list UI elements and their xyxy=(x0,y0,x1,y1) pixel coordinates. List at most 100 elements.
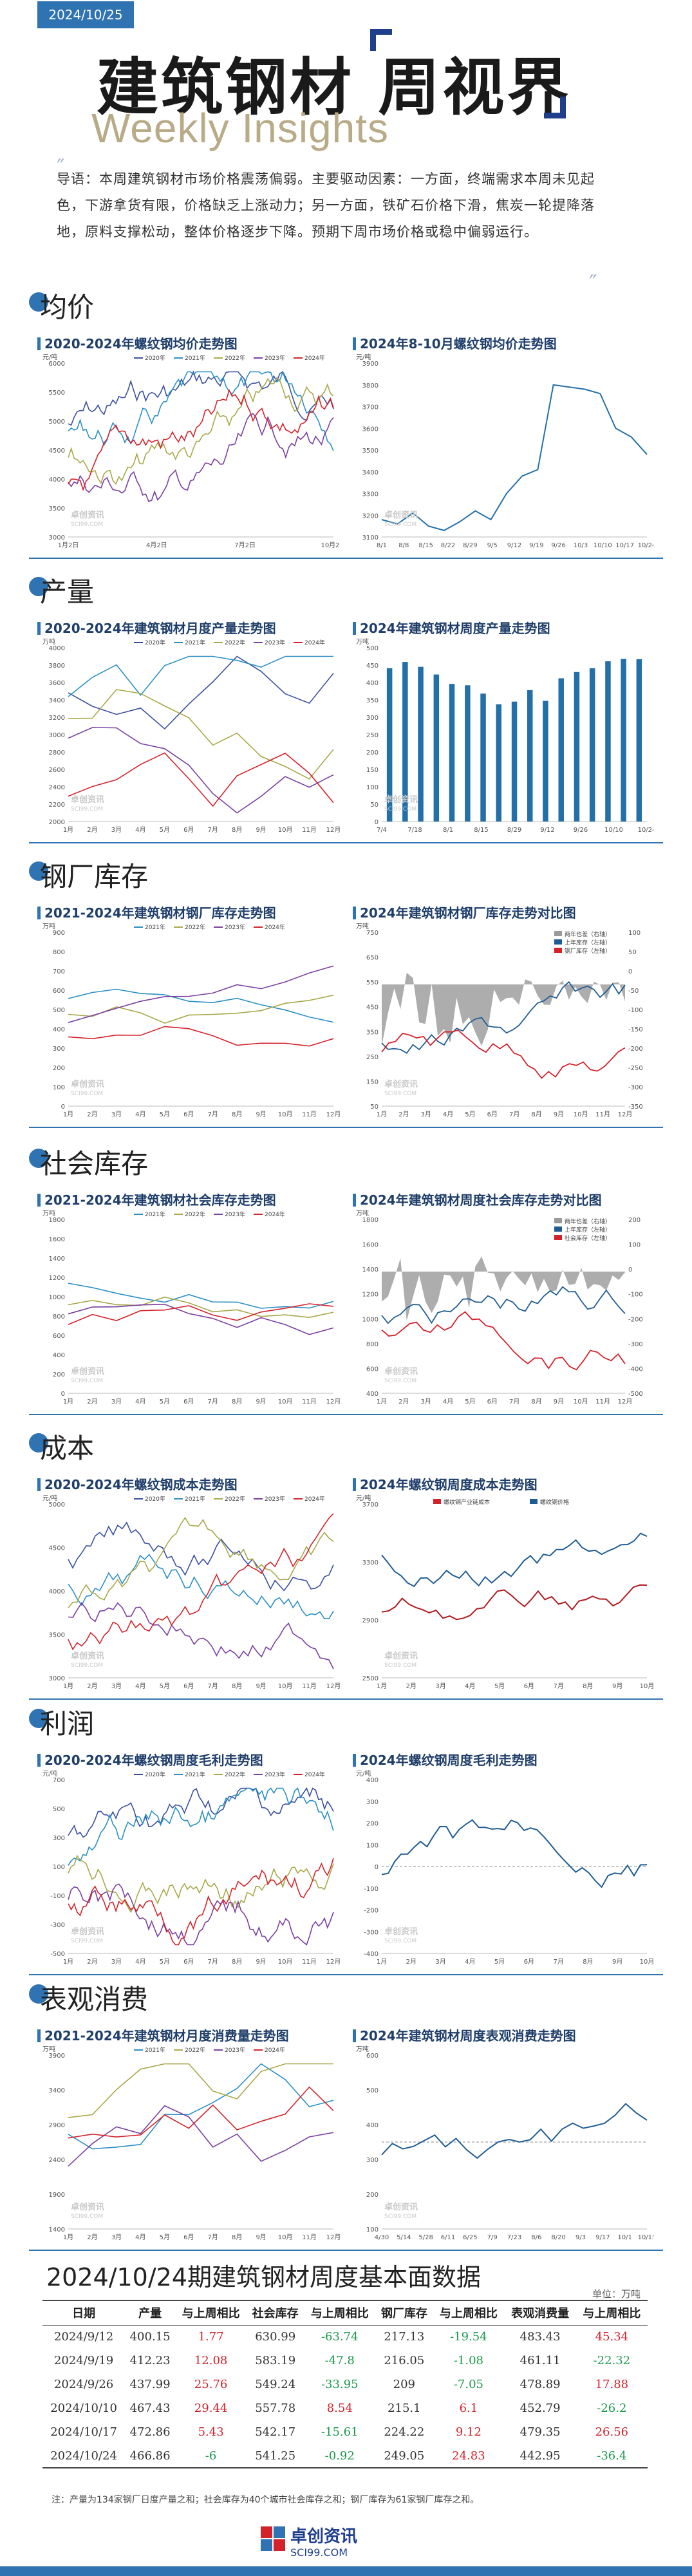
legend-label: 2020年 xyxy=(145,639,165,646)
legend-label: 2022年 xyxy=(225,639,245,646)
table-cell: 249.05 xyxy=(375,2444,433,2468)
table-note: 注：产量为134家钢厂日度产量之和；社会库存为40个城市社会库存之和；钢厂库存为… xyxy=(51,2495,480,2505)
svg-text:SCI99.COM: SCI99.COM xyxy=(384,806,416,813)
left-chart-title: 2021-2024年建筑钢材社会库存走势图 xyxy=(37,1190,276,1208)
difference-area xyxy=(382,973,625,1046)
section-dot-icon xyxy=(29,292,48,312)
y-tick-label: 450 xyxy=(366,1004,379,1011)
year-series-line xyxy=(68,1883,334,1946)
y2-tick-label: -100 xyxy=(628,1007,643,1014)
x-tick-label: 6月 xyxy=(487,1111,498,1118)
x-tick-label: 5/14 xyxy=(397,2234,411,2241)
y-tick-label: -200 xyxy=(364,1908,379,1915)
right-chart-title: 2024年螺纹钢周度毛利走势图 xyxy=(353,1750,538,1769)
y-tick-label: 3500 xyxy=(362,447,379,455)
y2-tick-label: 0 xyxy=(628,968,632,975)
production-bar xyxy=(543,700,548,822)
x-tick-label: 2月 xyxy=(398,1111,409,1118)
table-header-cell: 与上周相比 xyxy=(175,2300,247,2326)
y-tick-label: 400 xyxy=(366,680,379,687)
production-bar xyxy=(589,668,595,822)
production-bar xyxy=(527,690,533,822)
year-series-line xyxy=(68,1554,334,1619)
y-tick-label: 800 xyxy=(366,1341,379,1348)
y-tick-label: -400 xyxy=(364,1951,379,1958)
x-tick-label: 3月 xyxy=(111,1682,122,1690)
legend-label: 2023年 xyxy=(265,639,285,646)
table-cell: 215.1 xyxy=(388,2402,421,2415)
x-tick-label: 8月 xyxy=(232,826,242,834)
y-tick-label: 3400 xyxy=(49,697,65,704)
year-series-line xyxy=(68,2063,333,2118)
y-tick-label: 100 xyxy=(53,1864,65,1871)
legend-label: 2022年 xyxy=(185,1210,205,1218)
y-tick-label: 1200 xyxy=(49,1275,65,1282)
table-cell: 630.99 xyxy=(255,2330,296,2344)
axis-unit: 元/吨 xyxy=(42,353,57,361)
table-cell: -15.61 xyxy=(321,2425,359,2439)
y-tick-label: 2900 xyxy=(362,1617,379,1624)
y-tick-label: 300 xyxy=(53,1046,65,1053)
x-tick-label: 1月 xyxy=(377,1958,387,1966)
y-tick-label: 3000 xyxy=(49,534,65,541)
x-tick-label: 10/1 xyxy=(617,2234,631,2241)
legend-label: 2023年 xyxy=(265,1495,285,1503)
x-tick-label: 12月 xyxy=(326,2233,340,2241)
left-chart-title: 2020-2024年螺纹钢周度毛利走势图 xyxy=(37,1750,263,1769)
x-tick-label: 4月 xyxy=(465,1682,475,1690)
x-tick-label: 12月 xyxy=(326,826,340,834)
right-chart: 750 650 550 450 350 250 150 50 100 50 0 -50 -100 -150… xyxy=(356,922,643,1118)
y-tick-label: 3600 xyxy=(362,426,379,433)
legend-label: 2021年 xyxy=(185,354,205,362)
logo-url: SCI99.COM xyxy=(290,2546,348,2559)
legend-label: 2024年 xyxy=(265,1210,285,1218)
x-tick-label: 5月 xyxy=(465,1111,475,1118)
x-tick-label: 7月 xyxy=(208,826,218,834)
date-badge: 2024/10/25 xyxy=(37,1,134,28)
x-tick-label: 2月 xyxy=(398,1398,409,1406)
right-chart: 180016001400120010008006004002001000-100… xyxy=(356,1209,643,1406)
table-cell: 478.89 xyxy=(519,2378,561,2391)
x-tick-label: 5月 xyxy=(160,1398,170,1406)
svg-text:卓创资讯: 卓创资讯 xyxy=(384,1926,418,1937)
table-cell: 25.76 xyxy=(194,2378,228,2391)
y-tick-label: -100 xyxy=(50,1893,65,1900)
x-tick-label: 8/15 xyxy=(418,542,433,549)
production-bar xyxy=(465,685,471,822)
table-cell: 472.86 xyxy=(129,2425,171,2439)
x-tick-label: 12月 xyxy=(326,1958,340,1966)
x-tick-label: 7/18 xyxy=(407,827,422,834)
y-tick-label: 100 xyxy=(366,1842,379,1849)
y-tick-label: 4000 xyxy=(49,476,65,484)
x-tick-label: 8月 xyxy=(232,1398,242,1406)
y-tick-label: 1900 xyxy=(49,2192,65,2199)
table-cell: 2024/9/19 xyxy=(53,2354,114,2367)
y-tick-label: 500 xyxy=(366,645,379,652)
y-tick-label: 3300 xyxy=(362,1559,379,1566)
production-bar xyxy=(511,701,518,822)
x-tick-label: 6月 xyxy=(183,1111,194,1118)
y-tick-label: -500 xyxy=(50,1951,65,1958)
x-tick-label: 10/24 xyxy=(638,827,653,834)
y-tick-label: 2600 xyxy=(49,767,65,774)
x-tick-label: 4月 xyxy=(135,826,145,834)
section-title: 社会库存 xyxy=(40,1148,149,1180)
footer-logo: 卓创资讯 SCI99.COM xyxy=(261,2526,357,2559)
section-dot-icon xyxy=(29,861,48,881)
x-tick-label: 1月 xyxy=(63,1682,73,1690)
svg-text:SCI99.COM: SCI99.COM xyxy=(71,806,103,813)
table-cell: 216.05 xyxy=(384,2354,425,2367)
x-tick-label: 1月 xyxy=(377,1398,387,1406)
legend-label: 2024年 xyxy=(265,2046,285,2054)
x-tick-label: 11月 xyxy=(302,1958,317,1966)
table-cell: -6 xyxy=(175,2444,247,2468)
y-tick-label: -300 xyxy=(364,1929,379,1936)
y-tick-label: 500 xyxy=(53,1806,65,1813)
table-row: 2024/10/24 466.86 -6 541.25 -0.92 249.05 24.83… xyxy=(42,2444,648,2468)
x-tick-label: 8月 xyxy=(531,1111,541,1118)
table-row: 2024/10/10 467.43 29.44 557.78 8.54 215.1 6.1 4… xyxy=(42,2396,648,2420)
left-chart-title: 2020-2024年螺纹钢成本走势图 xyxy=(37,1474,238,1493)
